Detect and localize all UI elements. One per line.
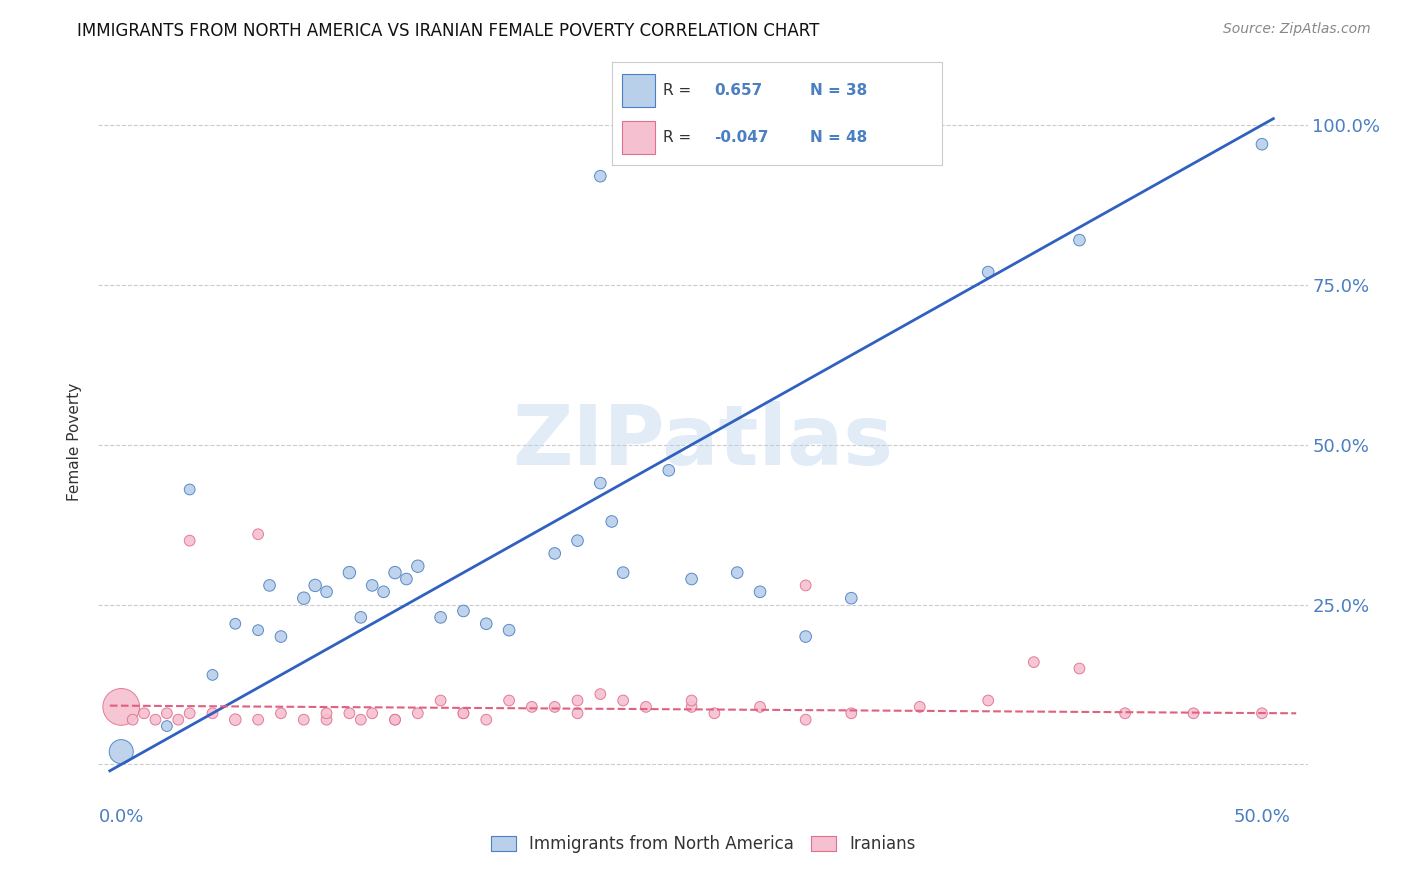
Point bbox=[681, 699, 703, 714]
Point bbox=[498, 693, 520, 707]
Point bbox=[361, 578, 384, 592]
Point bbox=[794, 713, 817, 727]
Point bbox=[839, 591, 862, 606]
Point bbox=[453, 706, 475, 721]
Point bbox=[1114, 706, 1136, 721]
Point bbox=[350, 610, 373, 624]
Point bbox=[270, 630, 292, 644]
Point bbox=[600, 515, 623, 529]
Point bbox=[475, 713, 498, 727]
Point bbox=[453, 706, 475, 721]
Text: IMMIGRANTS FROM NORTH AMERICA VS IRANIAN FEMALE POVERTY CORRELATION CHART: IMMIGRANTS FROM NORTH AMERICA VS IRANIAN… bbox=[77, 22, 820, 40]
Point bbox=[725, 566, 748, 580]
Point bbox=[1069, 661, 1091, 675]
Point bbox=[794, 630, 817, 644]
Point bbox=[395, 572, 418, 586]
Point bbox=[749, 584, 772, 599]
Legend: Immigrants from North America, Iranians: Immigrants from North America, Iranians bbox=[484, 828, 922, 860]
Point bbox=[361, 706, 384, 721]
Point bbox=[612, 566, 634, 580]
Point bbox=[453, 604, 475, 618]
Point bbox=[384, 713, 406, 727]
Point bbox=[589, 687, 612, 701]
Point bbox=[110, 745, 132, 759]
Point bbox=[179, 706, 201, 721]
Point bbox=[270, 706, 292, 721]
Point bbox=[156, 706, 179, 721]
Text: N = 38: N = 38 bbox=[810, 83, 868, 97]
Point bbox=[977, 265, 1000, 279]
Point bbox=[247, 713, 270, 727]
Point bbox=[658, 463, 681, 477]
Text: N = 48: N = 48 bbox=[810, 130, 868, 145]
Point bbox=[1251, 706, 1274, 721]
Point bbox=[224, 616, 246, 631]
Point bbox=[498, 623, 520, 637]
Point bbox=[224, 713, 246, 727]
Point bbox=[132, 706, 155, 721]
Y-axis label: Female Poverty: Female Poverty bbox=[67, 383, 83, 500]
Point bbox=[634, 699, 657, 714]
Point bbox=[167, 713, 190, 727]
Point bbox=[384, 566, 406, 580]
Point bbox=[839, 706, 862, 721]
Point bbox=[567, 533, 589, 548]
Point bbox=[145, 713, 167, 727]
Bar bbox=[621, 74, 655, 106]
Point bbox=[304, 578, 326, 592]
Text: R =: R = bbox=[662, 83, 692, 97]
Point bbox=[612, 693, 634, 707]
Point bbox=[247, 527, 270, 541]
Point bbox=[406, 559, 429, 574]
Point bbox=[1022, 655, 1045, 669]
Point bbox=[179, 483, 201, 497]
Point bbox=[259, 578, 281, 592]
Point bbox=[315, 713, 337, 727]
Point bbox=[315, 584, 337, 599]
Point bbox=[681, 693, 703, 707]
Point bbox=[350, 713, 373, 727]
Text: -0.047: -0.047 bbox=[714, 130, 769, 145]
Point bbox=[475, 616, 498, 631]
Point bbox=[1069, 233, 1091, 247]
Point bbox=[589, 169, 612, 184]
Point bbox=[406, 706, 429, 721]
Point bbox=[315, 706, 337, 721]
Point bbox=[429, 610, 451, 624]
Point bbox=[201, 668, 224, 682]
Point bbox=[1251, 137, 1274, 152]
Point bbox=[201, 706, 224, 721]
Point bbox=[337, 566, 360, 580]
Point bbox=[520, 699, 543, 714]
Point bbox=[429, 693, 451, 707]
Point bbox=[749, 699, 772, 714]
Point bbox=[110, 699, 132, 714]
Text: Source: ZipAtlas.com: Source: ZipAtlas.com bbox=[1223, 22, 1371, 37]
Point bbox=[179, 533, 201, 548]
Point bbox=[121, 713, 143, 727]
Text: R =: R = bbox=[662, 130, 692, 145]
Point bbox=[908, 699, 931, 714]
Bar bbox=[621, 121, 655, 153]
Point bbox=[292, 713, 315, 727]
Point bbox=[337, 706, 360, 721]
Point bbox=[567, 693, 589, 707]
Point bbox=[681, 572, 703, 586]
Point bbox=[384, 713, 406, 727]
Point bbox=[544, 546, 567, 560]
Point bbox=[247, 623, 270, 637]
Point bbox=[567, 706, 589, 721]
Point bbox=[703, 706, 725, 721]
Point bbox=[589, 476, 612, 491]
Point bbox=[977, 693, 1000, 707]
Point bbox=[373, 584, 395, 599]
Point bbox=[794, 578, 817, 592]
Text: ZIPatlas: ZIPatlas bbox=[513, 401, 893, 482]
Point bbox=[544, 699, 567, 714]
Point bbox=[1182, 706, 1205, 721]
Point bbox=[156, 719, 179, 733]
Point bbox=[292, 591, 315, 606]
Text: 0.657: 0.657 bbox=[714, 83, 762, 97]
